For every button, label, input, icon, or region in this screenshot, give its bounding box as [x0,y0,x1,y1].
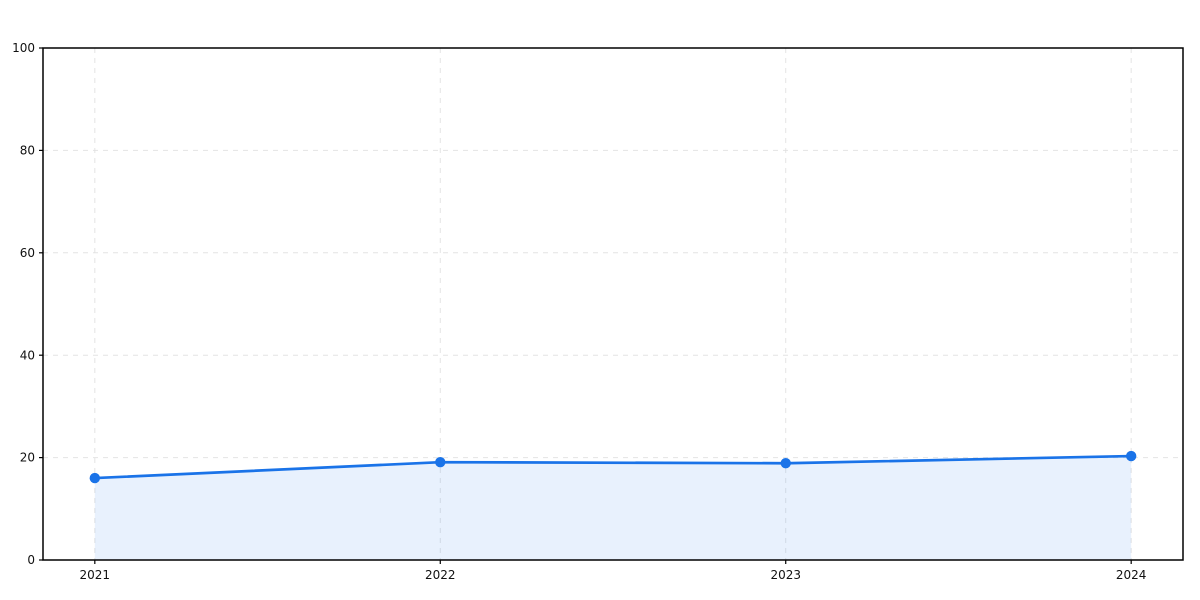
data-point-marker [1125,450,1137,462]
data-point-marker [780,458,791,469]
area-fill [94,456,1132,560]
y-tick-label: 60 [20,246,35,260]
y-tick-label: 80 [20,143,35,157]
axes-background [43,48,1183,560]
x-tick-label: 2023 [770,568,801,582]
axes-frame [42,47,1184,561]
trend-line [93,454,1133,480]
y-tick-label: 100 [12,41,35,55]
y-tick-label: 0 [27,553,35,567]
x-tick-label: 2024 [1116,568,1147,582]
y-tick-label: 40 [20,348,35,362]
data-point-marker [435,457,446,468]
x-tick-label: 2022 [425,568,456,582]
data-point-marker [89,472,101,484]
y-tick-label: 20 [20,451,35,465]
x-tick-label: 2021 [80,568,111,582]
